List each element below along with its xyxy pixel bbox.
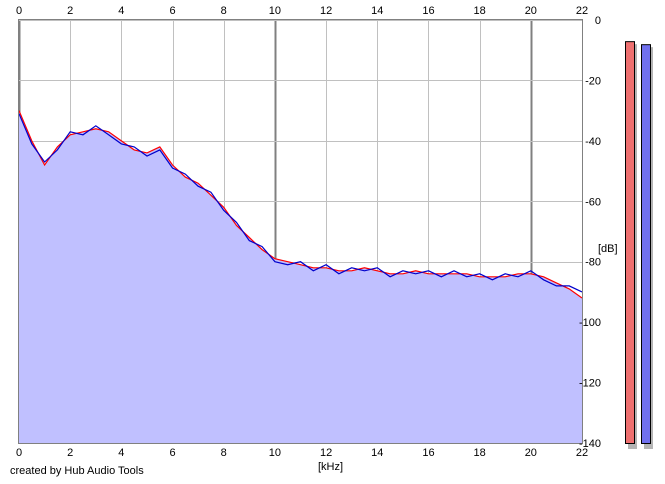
x-tick-label-bottom: 2 bbox=[67, 447, 73, 459]
x-tick-labels-bottom: 0 2 4 6 8 10 12 14 16 18 20 22 bbox=[16, 447, 588, 459]
spectrum-fill-area bbox=[19, 110, 582, 443]
x-tick-label-bottom: 0 bbox=[16, 447, 22, 459]
y-tick-label: 0 bbox=[595, 15, 601, 27]
level-meter-left bbox=[625, 41, 635, 445]
x-tick-label-top: 22 bbox=[576, 5, 588, 17]
x-tick-label-bottom: 14 bbox=[371, 447, 383, 459]
x-axis-label: [kHz] bbox=[318, 461, 343, 473]
x-tick-label-top: 0 bbox=[16, 5, 22, 17]
x-tick-label-top: 20 bbox=[525, 5, 537, 17]
x-tick-label-bottom: 16 bbox=[422, 447, 434, 459]
x-tick-label-top: 12 bbox=[320, 5, 332, 17]
x-tick-label-bottom: 8 bbox=[221, 447, 227, 459]
x-tick-label-top: 18 bbox=[474, 5, 486, 17]
y-axis-label: [dB] bbox=[598, 243, 618, 255]
x-tick-label-bottom: 22 bbox=[576, 447, 588, 459]
y-tick-label: -140 bbox=[579, 438, 601, 450]
y-tick-labels: 0 -20 -40 -60 -80 -100 -120 -140 bbox=[579, 15, 601, 450]
x-tick-label-top: 2 bbox=[67, 5, 73, 17]
series-line-left-channel bbox=[18, 110, 583, 299]
x-tick-label-bottom: 10 bbox=[269, 447, 281, 459]
x-tick-label-bottom: 4 bbox=[118, 447, 124, 459]
x-tick-label-top: 6 bbox=[169, 5, 175, 17]
x-tick-label-bottom: 6 bbox=[169, 447, 175, 459]
x-tick-label-bottom: 12 bbox=[320, 447, 332, 459]
x-tick-label-bottom: 20 bbox=[525, 447, 537, 459]
level-meters bbox=[625, 41, 653, 450]
x-tick-label-top: 10 bbox=[269, 5, 281, 17]
series-line-right-channel bbox=[18, 113, 583, 293]
x-tick-label-bottom: 18 bbox=[474, 447, 486, 459]
x-tick-label-top: 8 bbox=[221, 5, 227, 17]
x-tick-labels-top: 0 2 4 6 8 10 12 14 16 18 20 22 bbox=[16, 5, 588, 17]
x-tick-label-top: 14 bbox=[371, 5, 383, 17]
credit-text: created by Hub Audio Tools bbox=[10, 465, 144, 477]
plot-frame bbox=[18, 19, 583, 444]
spectrum-fill bbox=[19, 110, 582, 443]
level-meter-right bbox=[641, 44, 651, 445]
y-tick-label: -100 bbox=[579, 317, 601, 329]
y-tick-label: -20 bbox=[585, 75, 601, 87]
y-tick-label: -40 bbox=[585, 136, 601, 148]
x-tick-label-top: 4 bbox=[118, 5, 124, 17]
y-tick-label: -60 bbox=[585, 196, 601, 208]
series-lines bbox=[18, 110, 583, 299]
y-tick-label: -120 bbox=[579, 378, 601, 390]
y-tick-label: -80 bbox=[585, 257, 601, 269]
x-tick-label-top: 16 bbox=[422, 5, 434, 17]
